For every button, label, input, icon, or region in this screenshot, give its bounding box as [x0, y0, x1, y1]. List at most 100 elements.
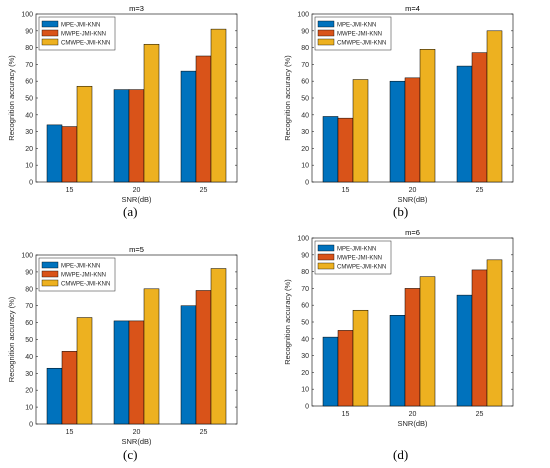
- y-tick-label: 70: [301, 286, 309, 293]
- bar: [389, 80, 406, 183]
- chart-title: m=6: [405, 228, 420, 237]
- bar: [419, 276, 436, 407]
- bar: [128, 89, 145, 183]
- bar: [486, 259, 503, 407]
- y-tick-label: 100: [21, 12, 33, 19]
- y-tick-label: 30: [301, 129, 309, 136]
- bar: [322, 336, 339, 407]
- legend-box: [38, 16, 116, 51]
- legend-label: MWPE-JMI-KNN: [61, 32, 106, 38]
- legend-label: MPE-JMI-KNN: [61, 23, 100, 29]
- panel-label-d: (d): [393, 447, 409, 462]
- x-axis-label: SNR(dB): [397, 195, 428, 204]
- x-tick-label: 25: [476, 187, 484, 194]
- panel-label-a: (a): [123, 204, 138, 219]
- legend-swatch: [41, 270, 59, 278]
- y-tick-label: 40: [301, 336, 309, 343]
- legend-swatch: [41, 279, 59, 287]
- bar: [180, 305, 197, 425]
- legend-label: MPE-JMI-KNN: [337, 247, 376, 253]
- legend-label: MPE-JMI-KNN: [337, 23, 376, 29]
- bar: [389, 315, 406, 407]
- y-tick-label: 100: [297, 236, 309, 243]
- x-tick-label: 25: [476, 411, 484, 418]
- bar: [195, 55, 212, 183]
- y-tick-label: 100: [21, 253, 33, 260]
- plot-area: [35, 254, 238, 425]
- y-tick-label: 40: [301, 112, 309, 119]
- legend-label: CMWPE-JMI-KNN: [337, 41, 386, 47]
- y-tick-label: 60: [301, 303, 309, 310]
- y-tick-label: 50: [301, 320, 309, 327]
- y-tick-label: 60: [301, 79, 309, 86]
- y-tick-label: 50: [25, 96, 33, 103]
- x-tick-label: 15: [342, 411, 350, 418]
- y-tick-label: 20: [25, 388, 33, 395]
- x-axis-label: SNR(dB): [121, 195, 152, 204]
- plot-area: [35, 13, 238, 183]
- y-tick-label: 50: [25, 337, 33, 344]
- y-tick-label: 80: [25, 45, 33, 52]
- legend-swatch: [41, 38, 59, 46]
- y-tick-label: 70: [25, 303, 33, 310]
- legend-label: MWPE-JMI-KNN: [337, 256, 382, 262]
- bar: [113, 89, 130, 183]
- bar: [404, 288, 421, 407]
- panel-label-c: (c): [123, 447, 138, 462]
- bar: [471, 52, 488, 183]
- plot-area: [311, 13, 514, 183]
- y-tick-label: 10: [301, 163, 309, 170]
- legend-box: [38, 257, 116, 292]
- x-tick-label: 20: [133, 429, 141, 436]
- y-tick-label: 30: [25, 129, 33, 136]
- y-tick-label: 0: [305, 180, 309, 187]
- y-tick-label: 60: [25, 79, 33, 86]
- legend-label: CMWPE-JMI-KNN: [61, 282, 110, 288]
- y-tick-label: 30: [25, 371, 33, 378]
- legend-swatch: [317, 244, 335, 252]
- bar: [471, 269, 488, 407]
- y-tick-label: 20: [301, 146, 309, 153]
- x-tick-label: 20: [409, 187, 417, 194]
- bar: [456, 65, 473, 183]
- x-tick-label: 25: [200, 187, 208, 194]
- legend-swatch: [317, 29, 335, 37]
- y-tick-label: 10: [25, 163, 33, 170]
- legend-swatch: [41, 29, 59, 37]
- bar: [352, 309, 369, 407]
- legend-box: [314, 16, 392, 51]
- bar: [61, 351, 78, 425]
- bar: [337, 117, 354, 183]
- y-axis-label: Recognition accuracy (%): [7, 296, 16, 382]
- panel-label-b: (b): [393, 204, 409, 219]
- x-tick-label: 20: [409, 411, 417, 418]
- chart-title: m=4: [405, 4, 420, 13]
- y-tick-label: 0: [29, 422, 33, 429]
- bar: [419, 49, 436, 183]
- legend-swatch: [317, 253, 335, 261]
- bar: [76, 85, 93, 183]
- bar: [143, 43, 160, 183]
- y-tick-label: 0: [29, 180, 33, 187]
- y-tick-label: 60: [25, 320, 33, 327]
- bar: [128, 320, 145, 425]
- y-tick-label: 100: [297, 12, 309, 19]
- chart-title: m=5: [129, 245, 144, 254]
- bar: [486, 30, 503, 183]
- x-axis-label: SNR(dB): [121, 437, 152, 446]
- y-axis-label: Recognition accuracy (%): [283, 55, 292, 141]
- bar: [113, 320, 130, 425]
- x-tick-label: 15: [342, 187, 350, 194]
- bar: [322, 116, 339, 183]
- y-tick-label: 90: [301, 252, 309, 259]
- legend-swatch: [317, 262, 335, 270]
- y-tick-label: 70: [301, 62, 309, 69]
- y-tick-label: 10: [25, 405, 33, 412]
- legend-label: CMWPE-JMI-KNN: [337, 265, 386, 271]
- bar: [456, 294, 473, 407]
- bar: [46, 124, 63, 183]
- legend-swatch: [317, 20, 335, 28]
